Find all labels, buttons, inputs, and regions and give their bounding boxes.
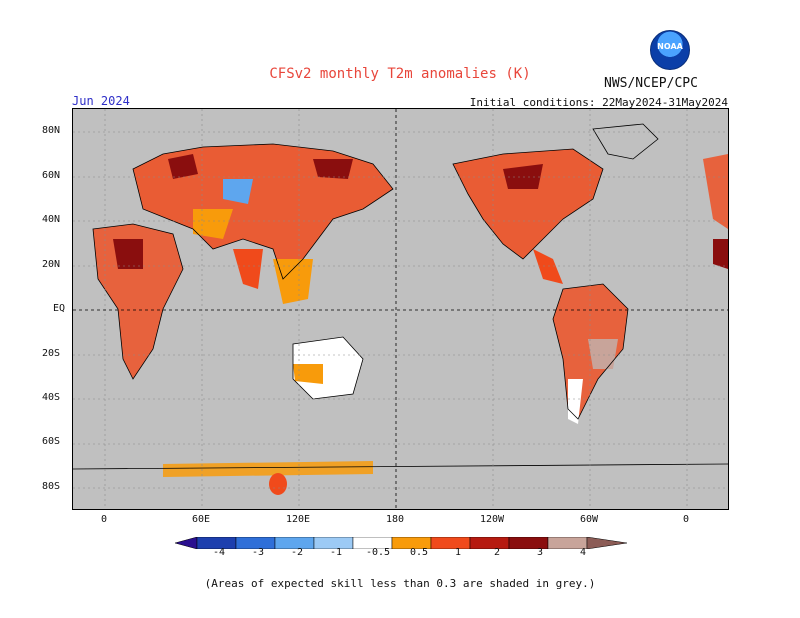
lat-label: 20S: [42, 348, 61, 359]
lon-label: 0: [100, 514, 108, 525]
colorbar-label: 0.5: [409, 547, 429, 558]
lat-label: 20N: [42, 259, 61, 270]
lat-label: 40N: [42, 214, 61, 225]
lon-label: 120E: [285, 514, 311, 525]
map-canvas: [73, 109, 728, 509]
lon-label: 180: [385, 514, 405, 525]
noaa-logo-text: NOAA: [657, 42, 683, 51]
map-title: CFSv2 monthly T2m anomalies (K): [269, 66, 531, 82]
colorbar-label: 4: [579, 547, 587, 558]
colorbar-arrow-high: [586, 537, 628, 549]
skill-footnote: (Areas of expected skill less than 0.3 a…: [204, 577, 596, 590]
colorbar-label: -2: [290, 547, 304, 558]
agency-label: NWS/NCEP/CPC: [604, 76, 698, 91]
lat-label: 80N: [42, 125, 61, 136]
land-anomalies: [73, 123, 728, 509]
noaa-logo: NOAA: [650, 30, 690, 70]
lon-label: 60E: [191, 514, 211, 525]
graticule: [73, 109, 728, 509]
lat-label: 80S: [42, 481, 61, 492]
colorbar-label: -4: [212, 547, 226, 558]
colorbar-label: 2: [493, 547, 501, 558]
lat-label: 40S: [42, 392, 61, 403]
colorbar-arrow-low: [175, 537, 198, 549]
colorbar-label: -0.5: [365, 547, 391, 558]
lat-label: 60N: [42, 170, 61, 181]
colorbar-segment: [469, 537, 510, 549]
lat-label: EQ: [53, 303, 66, 314]
colorbar-label: 3: [536, 547, 544, 558]
lon-label: 120W: [479, 514, 505, 525]
forecast-month: Jun 2024: [72, 94, 130, 108]
colorbar-label: -3: [251, 547, 265, 558]
lon-label: 0: [682, 514, 690, 525]
colorbar-label: -1: [329, 547, 343, 558]
initial-conditions: Initial conditions: 22May2024-31May2024: [469, 96, 728, 109]
colorbar-segment: [430, 537, 471, 549]
anomaly-map: [72, 108, 729, 510]
lat-label: 60S: [42, 436, 61, 447]
coastlines: [73, 143, 728, 470]
lon-label: 60W: [579, 514, 599, 525]
colorbar: [175, 537, 628, 549]
colorbar-label: 1: [454, 547, 462, 558]
